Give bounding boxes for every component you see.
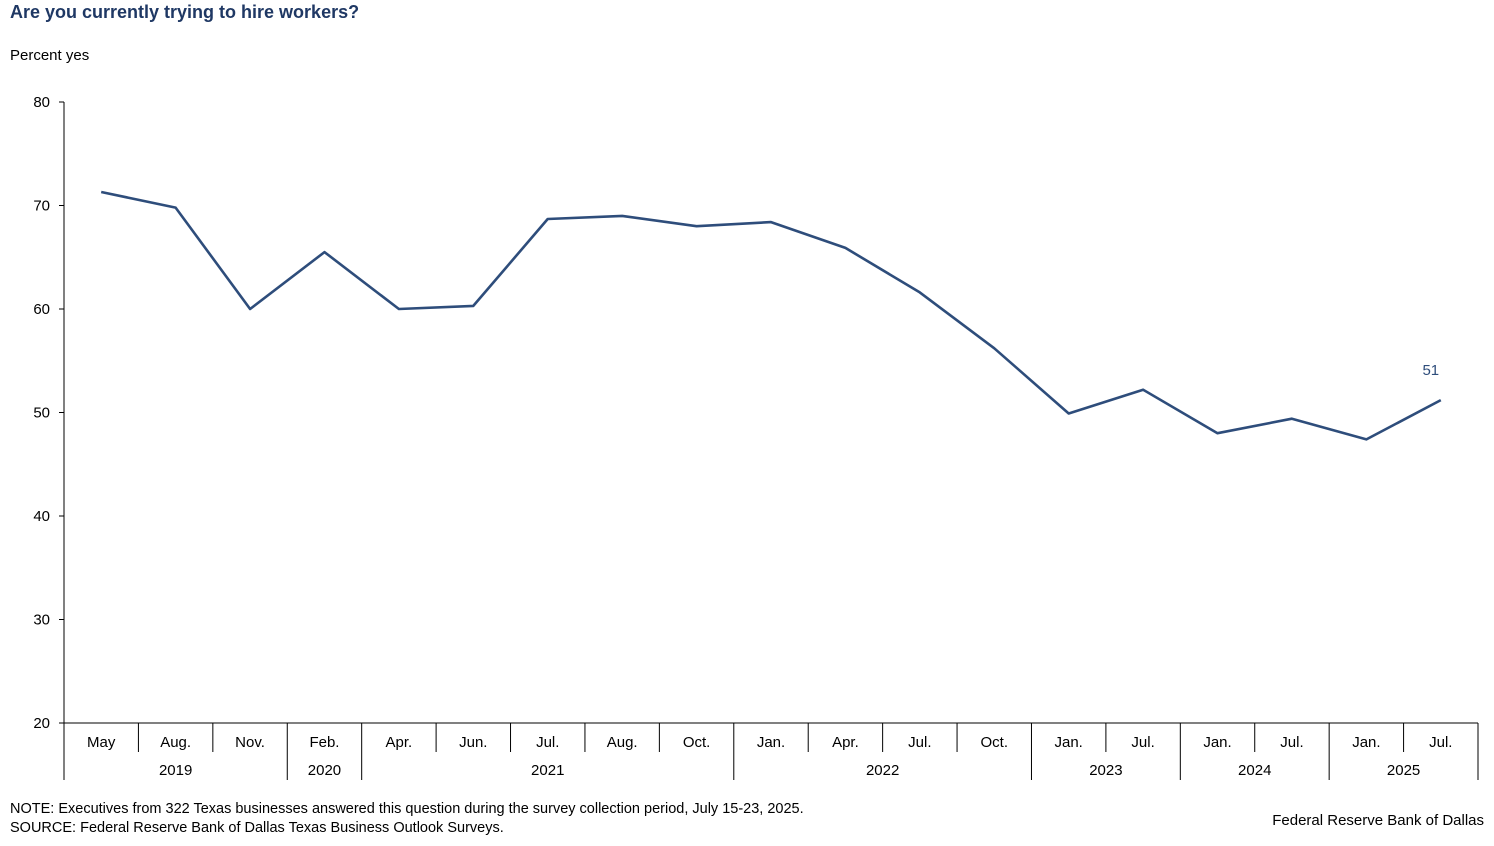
year-label: 2022 (866, 762, 899, 779)
y-tick-label: 40 (33, 508, 50, 525)
x-tick-label: Jul. (908, 734, 931, 751)
x-tick-label: Jul. (1280, 734, 1303, 751)
year-label: 2020 (308, 762, 341, 779)
chart-source: SOURCE: Federal Reserve Bank of Dallas T… (10, 820, 504, 836)
x-tick-label: Nov. (235, 734, 265, 751)
x-tick-label: Jan. (1055, 734, 1083, 751)
chart-footer: NOTE: Executives from 322 Texas business… (10, 800, 804, 838)
year-label: 2019 (159, 762, 192, 779)
chart-note: NOTE: Executives from 322 Texas business… (10, 801, 804, 817)
x-tick-label: Aug. (607, 734, 638, 751)
x-tick-label: Apr. (832, 734, 859, 751)
x-tick-label: Oct. (683, 734, 711, 751)
x-tick-label: Jan. (1203, 734, 1231, 751)
brand-credit: Federal Reserve Bank of Dallas (1272, 812, 1484, 829)
chart-title: Are you currently trying to hire workers… (10, 2, 360, 22)
y-tick-label: 70 (33, 198, 50, 215)
year-label: 2024 (1238, 762, 1271, 779)
year-label: 2021 (531, 762, 564, 779)
x-tick-label: Apr. (386, 734, 413, 751)
x-tick-label: Feb. (309, 734, 339, 751)
y-tick-label: 30 (33, 612, 50, 629)
x-tick-label: Jul. (536, 734, 559, 751)
x-tick-label: Aug. (160, 734, 191, 751)
x-tick-label: Jul. (1131, 734, 1154, 751)
x-tick-label: Jan. (1352, 734, 1380, 751)
year-label: 2023 (1089, 762, 1122, 779)
y-tick-label: 20 (33, 715, 50, 732)
series-line (100, 190, 1442, 441)
y-tick-label: 50 (33, 405, 50, 422)
x-tick-label: May (87, 734, 116, 751)
y-tick-label: 60 (33, 301, 50, 318)
y-axis-label: Percent yes (10, 47, 90, 64)
x-tick-label: Jan. (757, 734, 785, 751)
x-tick-label: Jun. (459, 734, 487, 751)
line-chart: 20 30 40 50 60 70 80 May Aug. Nov. Feb. Apr. Jun. Jul… (33, 94, 1479, 780)
y-tick-label: 80 (33, 94, 50, 111)
year-label: 2025 (1387, 762, 1420, 779)
end-data-label: 51 (1422, 362, 1439, 379)
x-tick-label: Jul. (1429, 734, 1452, 751)
x-tick-label: Oct. (981, 734, 1009, 751)
